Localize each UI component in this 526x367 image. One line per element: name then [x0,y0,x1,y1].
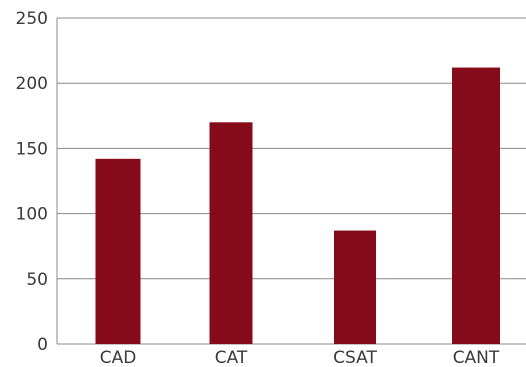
y-tick-label: 0 [37,335,48,355]
y-tick-label: 150 [16,139,48,159]
y-tick-label: 50 [26,270,48,290]
x-tick-label-cad: CAD [100,348,137,367]
y-tick-label: 200 [16,74,48,94]
bars [95,67,500,344]
y-tick-label: 100 [16,205,48,225]
x-tick-label-cat: CAT [215,348,248,367]
bar-cant [452,67,500,344]
x-tick-label-csat: CSAT [333,348,377,367]
bar-cat [209,122,253,344]
bar-csat [334,230,376,344]
y-axis-ticks: 0 50 100 150 200 250 [16,9,48,355]
bar-cad [95,158,141,344]
x-tick-label-cant: CANT [453,348,500,367]
x-axis-ticks: CAD CAT CSAT CANT [100,348,500,367]
y-tick-label: 250 [16,9,48,29]
